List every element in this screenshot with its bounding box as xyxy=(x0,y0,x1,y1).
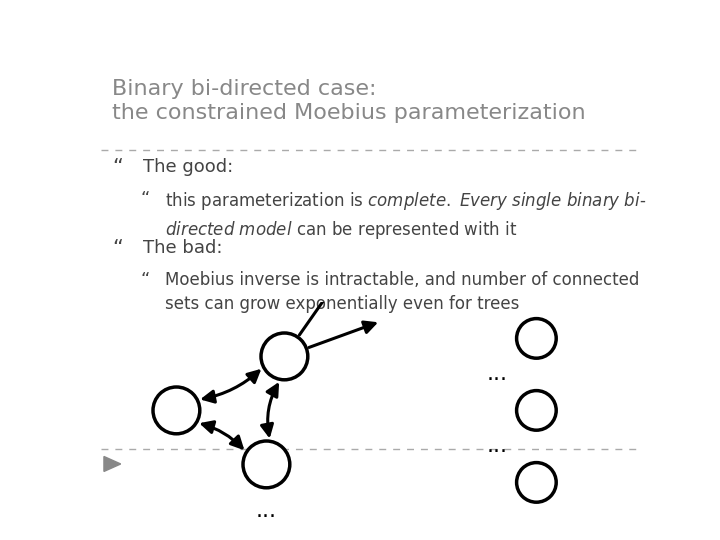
Text: ...: ... xyxy=(486,436,508,456)
Polygon shape xyxy=(104,456,121,471)
Text: ...: ... xyxy=(256,501,277,521)
Circle shape xyxy=(261,333,307,380)
Text: Binary bi-directed case:
the constrained Moebius parameterization: Binary bi-directed case: the constrained… xyxy=(112,79,586,123)
Text: “: “ xyxy=(140,190,150,207)
Text: Moebius inverse is intractable, and number of connected
sets can grow exponentia: Moebius inverse is intractable, and numb… xyxy=(166,271,639,313)
Text: “: “ xyxy=(140,271,150,288)
Text: “: “ xyxy=(112,239,123,259)
Text: this parameterization is $\it{complete.}$ $\it{Every}$ $\it{single}$ $\it{binary: this parameterization is $\it{complete.}… xyxy=(166,190,647,241)
Circle shape xyxy=(517,319,556,358)
Circle shape xyxy=(153,387,199,434)
Text: The bad:: The bad: xyxy=(143,239,222,258)
Circle shape xyxy=(243,441,289,488)
Circle shape xyxy=(517,463,556,502)
FancyArrowPatch shape xyxy=(202,422,242,448)
Circle shape xyxy=(517,390,556,430)
FancyArrowPatch shape xyxy=(309,322,375,347)
Text: “: “ xyxy=(112,158,123,178)
FancyArrowPatch shape xyxy=(204,371,259,402)
Text: ...: ... xyxy=(486,364,508,384)
FancyArrowPatch shape xyxy=(261,385,277,435)
Text: The good:: The good: xyxy=(143,158,233,177)
FancyArrowPatch shape xyxy=(300,278,340,335)
